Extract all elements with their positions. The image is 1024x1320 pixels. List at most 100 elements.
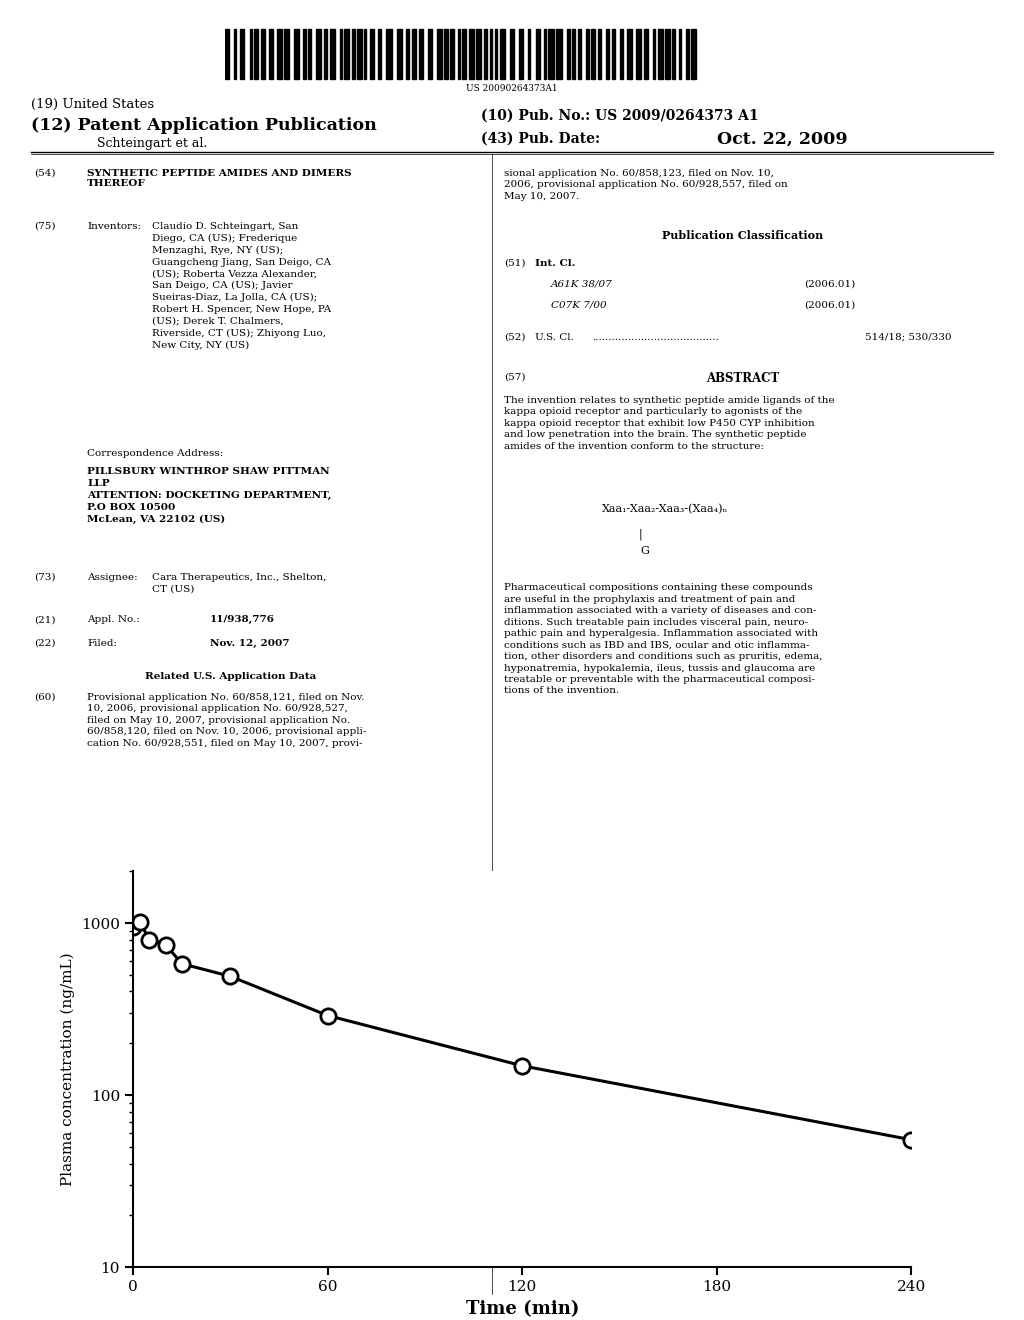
Bar xyxy=(386,29,391,79)
Bar xyxy=(234,29,237,79)
Text: Claudio D. Schteingart, San
Diego, CA (US); Frederique
Menzaghi, Rye, NY (US);
G: Claudio D. Schteingart, San Diego, CA (U… xyxy=(152,222,331,350)
Bar xyxy=(556,29,561,79)
Text: 514/18; 530/330: 514/18; 530/330 xyxy=(865,333,952,342)
Bar xyxy=(308,29,311,79)
Bar xyxy=(549,29,554,79)
Bar xyxy=(458,29,460,79)
Bar xyxy=(489,29,492,79)
Bar xyxy=(444,29,449,79)
Text: Related U.S. Application Data: Related U.S. Application Data xyxy=(144,672,316,681)
Text: G: G xyxy=(641,546,649,557)
Bar xyxy=(284,29,289,79)
Bar xyxy=(691,29,696,79)
Text: (2006.01): (2006.01) xyxy=(804,301,855,310)
Text: (19) United States: (19) United States xyxy=(31,98,154,111)
Bar xyxy=(572,29,575,79)
Bar xyxy=(544,29,547,79)
Bar xyxy=(627,29,632,79)
Bar xyxy=(510,29,514,79)
Bar xyxy=(536,29,540,79)
Bar xyxy=(365,29,367,79)
Text: (52): (52) xyxy=(504,333,525,342)
Text: (2006.01): (2006.01) xyxy=(804,280,855,289)
Bar xyxy=(260,29,264,79)
Text: C07K 7/00: C07K 7/00 xyxy=(551,301,606,310)
Bar xyxy=(294,29,299,79)
Bar xyxy=(500,29,505,79)
Text: Schteingart et al.: Schteingart et al. xyxy=(97,137,208,150)
Text: Inventors:: Inventors: xyxy=(87,222,141,231)
Bar xyxy=(658,29,664,79)
Text: Correspondence Address:: Correspondence Address: xyxy=(87,449,223,458)
Bar xyxy=(406,29,409,79)
Bar xyxy=(316,29,322,79)
Bar xyxy=(276,29,282,79)
Bar xyxy=(469,29,474,79)
Text: ABSTRACT: ABSTRACT xyxy=(706,372,779,385)
Bar xyxy=(379,29,381,79)
Text: U.S. Cl.: U.S. Cl. xyxy=(535,333,573,342)
Bar xyxy=(437,29,442,79)
Bar xyxy=(352,29,355,79)
Text: Appl. No.:: Appl. No.: xyxy=(87,615,140,624)
Bar xyxy=(357,29,362,79)
Bar xyxy=(371,29,375,79)
Bar xyxy=(241,29,245,79)
Text: (57): (57) xyxy=(504,372,525,381)
Text: Oct. 22, 2009: Oct. 22, 2009 xyxy=(717,131,848,147)
Text: US 20090264373A1: US 20090264373A1 xyxy=(466,84,558,92)
Bar xyxy=(579,29,581,79)
Text: 11/938,776: 11/938,776 xyxy=(210,615,274,624)
Bar xyxy=(462,29,466,79)
Text: Publication Classification: Publication Classification xyxy=(662,230,823,240)
Bar xyxy=(412,29,416,79)
X-axis label: Time (min): Time (min) xyxy=(466,1300,579,1317)
Bar xyxy=(519,29,523,79)
Bar xyxy=(566,29,569,79)
Text: .......................................: ....................................... xyxy=(592,333,719,342)
Bar xyxy=(679,29,681,79)
Text: (43) Pub. Date:: (43) Pub. Date: xyxy=(481,132,600,145)
Bar xyxy=(606,29,609,79)
Bar xyxy=(303,29,306,79)
Bar xyxy=(476,29,481,79)
Bar xyxy=(611,29,614,79)
Text: |: | xyxy=(638,528,642,540)
Bar xyxy=(268,29,272,79)
Text: Int. Cl.: Int. Cl. xyxy=(535,259,574,268)
Bar xyxy=(451,29,454,79)
Bar xyxy=(587,29,589,79)
Y-axis label: Plasma concentration (ng/mL): Plasma concentration (ng/mL) xyxy=(61,953,76,1185)
Bar xyxy=(591,29,595,79)
Bar xyxy=(330,29,335,79)
Bar xyxy=(673,29,675,79)
Bar xyxy=(666,29,671,79)
Text: PILLSBURY WINTHROP SHAW PITTMAN
LLP
ATTENTION: DOCKETING DEPARTMENT,
P.O BOX 105: PILLSBURY WINTHROP SHAW PITTMAN LLP ATTE… xyxy=(87,467,332,524)
Bar xyxy=(686,29,689,79)
Text: (73): (73) xyxy=(34,573,55,582)
Text: (10) Pub. No.: US 2009/0264373 A1: (10) Pub. No.: US 2009/0264373 A1 xyxy=(481,110,759,123)
Text: (54): (54) xyxy=(34,169,55,178)
Text: The invention relates to synthetic peptide amide ligands of the
kappa opioid rec: The invention relates to synthetic pepti… xyxy=(504,396,835,451)
Text: (22): (22) xyxy=(34,639,55,648)
Text: Cara Therapeutics, Inc., Shelton,
CT (US): Cara Therapeutics, Inc., Shelton, CT (US… xyxy=(152,573,326,594)
Bar xyxy=(225,29,229,79)
Text: A61K 38/07: A61K 38/07 xyxy=(551,280,612,289)
Bar xyxy=(340,29,342,79)
Bar xyxy=(344,29,349,79)
Bar xyxy=(644,29,648,79)
Bar xyxy=(484,29,487,79)
Bar xyxy=(419,29,423,79)
Bar xyxy=(250,29,252,79)
Text: SYNTHETIC PEPTIDE AMIDES AND DIMERS
THEREOF: SYNTHETIC PEPTIDE AMIDES AND DIMERS THER… xyxy=(87,169,351,189)
Text: (75): (75) xyxy=(34,222,55,231)
Text: (12) Patent Application Publication: (12) Patent Application Publication xyxy=(31,117,377,133)
Text: sional application No. 60/858,123, filed on Nov. 10,
2006, provisional applicati: sional application No. 60/858,123, filed… xyxy=(504,169,787,201)
Bar xyxy=(620,29,623,79)
Text: Assignee:: Assignee: xyxy=(87,573,137,582)
Text: (21): (21) xyxy=(34,615,55,624)
Text: Xaa₁-Xaa₂-Xaa₃-(Xaa₄)ₙ: Xaa₁-Xaa₂-Xaa₃-(Xaa₄)ₙ xyxy=(602,504,728,515)
Bar xyxy=(254,29,258,79)
Text: Pharmaceutical compositions containing these compounds
are useful in the prophyl: Pharmaceutical compositions containing t… xyxy=(504,583,822,696)
Bar xyxy=(428,29,432,79)
